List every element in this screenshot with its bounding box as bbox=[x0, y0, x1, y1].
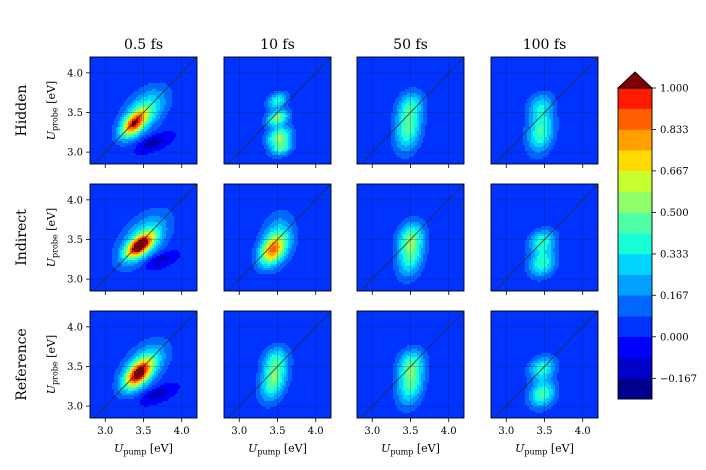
diagonal-line bbox=[360, 184, 464, 291]
y-tick-label: 3.5 bbox=[67, 235, 83, 246]
colorbar-band bbox=[618, 357, 652, 379]
panel-2-0 bbox=[90, 311, 197, 418]
grid-lines bbox=[224, 311, 331, 418]
diagonal-line bbox=[227, 57, 331, 164]
colorbar-band bbox=[618, 316, 652, 338]
colorbar-tick-label: 0.500 bbox=[660, 208, 689, 219]
x-axis-label: Upump [eV] bbox=[114, 442, 173, 457]
panel-1-0 bbox=[90, 184, 197, 291]
x-tick-label: 3.5 bbox=[136, 426, 152, 437]
x-tick-label: 3.5 bbox=[537, 426, 553, 437]
diagonal-line bbox=[93, 184, 197, 291]
grid-lines bbox=[224, 57, 331, 164]
diagonal-line bbox=[227, 184, 331, 291]
panel-0-2 bbox=[357, 57, 464, 164]
y-tick-label: 3.0 bbox=[67, 148, 83, 159]
colorbar-tick-label: 0.667 bbox=[660, 166, 689, 177]
x-tick-label: 4.0 bbox=[441, 426, 457, 437]
colorbar-tick-label: 0.167 bbox=[660, 291, 689, 302]
grid-lines bbox=[491, 184, 598, 291]
colorbar-band bbox=[618, 108, 652, 130]
diagonal-line bbox=[93, 311, 197, 418]
labels-layer: 0.5 fs 10 fs 50 fs 100 fs Hidden Indirect Refe… bbox=[14, 37, 591, 457]
y-axis-label: Uprobe [eV] bbox=[45, 81, 60, 140]
x-tick-label: 4.0 bbox=[575, 426, 591, 437]
x-axis-label: Upump [eV] bbox=[248, 442, 307, 457]
diagonal-line bbox=[227, 311, 331, 418]
colorbar-band bbox=[618, 253, 652, 275]
x-tick-label: 3.0 bbox=[498, 426, 514, 437]
colorbar-tick-label: 1.000 bbox=[660, 84, 689, 95]
colorbar-tick-label: 0.333 bbox=[660, 249, 689, 260]
colorbar-band bbox=[618, 88, 652, 109]
y-tick-label: 4.0 bbox=[67, 195, 83, 206]
x-tick-label: 3.0 bbox=[231, 426, 247, 437]
y-tick-label: 3.5 bbox=[67, 108, 83, 119]
colorbar-tick-label: −0.167 bbox=[660, 374, 697, 385]
x-tick-label: 3.0 bbox=[364, 426, 380, 437]
diagonal-line bbox=[360, 57, 464, 164]
y-tick-label: 4.0 bbox=[67, 322, 83, 333]
x-tick-label: 3.0 bbox=[97, 426, 113, 437]
x-tick-label: 3.5 bbox=[270, 426, 286, 437]
colorbar-band bbox=[618, 129, 652, 151]
row-label: Reference bbox=[14, 328, 30, 400]
diagonal-line bbox=[93, 57, 197, 164]
diagonal-line bbox=[494, 57, 598, 164]
panel-0-0 bbox=[90, 57, 197, 164]
column-title: 10 fs bbox=[260, 37, 295, 53]
y-tick-label: 4.0 bbox=[67, 68, 83, 79]
grid-lines bbox=[357, 311, 464, 418]
column-title: 100 fs bbox=[523, 37, 567, 53]
panel-0-1 bbox=[224, 57, 331, 164]
panel-2-2 bbox=[357, 311, 464, 418]
colorbar-band bbox=[618, 336, 652, 358]
row-label: Hidden bbox=[14, 85, 30, 137]
x-tick-label: 4.0 bbox=[174, 426, 190, 437]
colorbar-tick-label: 0.833 bbox=[660, 125, 689, 136]
x-axis-label: Upump [eV] bbox=[381, 442, 440, 457]
grid-lines bbox=[491, 57, 598, 164]
colorbar-extend-arrow bbox=[616, 71, 654, 89]
panel-0-3 bbox=[491, 57, 598, 164]
diagonal-line bbox=[494, 311, 598, 418]
colorbar: −0.167 0.000 0.167 0.333 0.500 0.667 0.833 1.00… bbox=[616, 71, 697, 400]
diagonal-line bbox=[494, 184, 598, 291]
y-axis-label: Uprobe [eV] bbox=[45, 335, 60, 394]
panel-1-1 bbox=[224, 184, 331, 291]
panel-2-1 bbox=[224, 311, 331, 418]
column-title: 0.5 fs bbox=[124, 37, 163, 53]
colorbar-frame bbox=[617, 87, 653, 400]
colorbar-band bbox=[618, 233, 652, 255]
column-title: 50 fs bbox=[393, 37, 428, 53]
colorbar-band bbox=[618, 191, 652, 213]
colorbar-band bbox=[618, 170, 652, 193]
panel-1-2 bbox=[357, 184, 464, 291]
y-tick-label: 3.5 bbox=[67, 362, 83, 373]
panels-layer bbox=[86, 56, 599, 422]
y-tick-label: 3.0 bbox=[67, 275, 83, 286]
colorbar-band bbox=[618, 295, 652, 317]
colorbar-band bbox=[618, 212, 652, 234]
row-label: Indirect bbox=[14, 209, 30, 266]
y-axis-label: Uprobe [eV] bbox=[45, 208, 60, 267]
x-axis-label: Upump [eV] bbox=[515, 442, 574, 457]
x-tick-label: 4.0 bbox=[308, 426, 324, 437]
x-tick-label: 3.5 bbox=[403, 426, 419, 437]
colorbar-band bbox=[618, 378, 652, 400]
colorbar-band bbox=[618, 150, 652, 172]
y-tick-label: 3.0 bbox=[67, 402, 83, 413]
diagonal-line bbox=[360, 311, 464, 418]
panel-2-3 bbox=[491, 311, 598, 418]
colorbar-tick-label: 0.000 bbox=[660, 332, 689, 343]
colorbar-band bbox=[618, 274, 652, 296]
panel-1-3 bbox=[491, 184, 598, 291]
